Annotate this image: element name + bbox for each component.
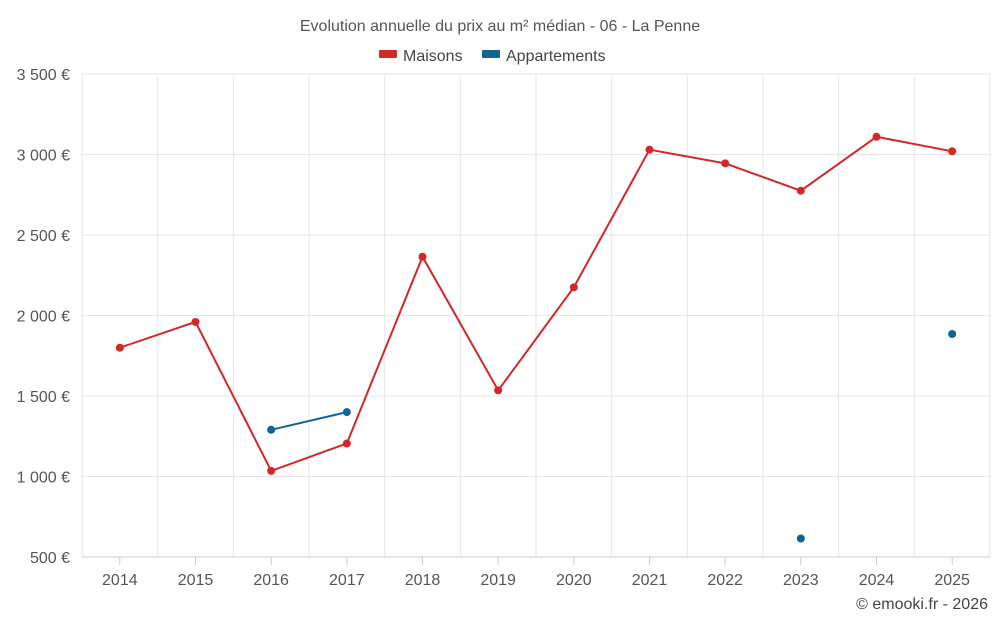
gridlines: [81, 73, 991, 557]
data-point-maisons[interactable]: [191, 317, 200, 326]
x-tick-label: 2020: [556, 572, 592, 589]
series-layer: [115, 132, 957, 543]
legend-label-appartements: Appartements: [506, 48, 606, 65]
data-point-maisons[interactable]: [645, 145, 654, 154]
legend-item-maisons[interactable]: Maisons: [379, 48, 463, 65]
data-point-appartements[interactable]: [948, 330, 957, 339]
data-point-appartements[interactable]: [796, 534, 805, 543]
data-point-appartements[interactable]: [342, 408, 351, 417]
x-tick-label: 2017: [329, 572, 365, 589]
x-tick-label: 2024: [859, 572, 895, 589]
y-tick-label: 3 500 €: [17, 67, 70, 84]
series-line-appartements: [270, 411, 348, 431]
data-point-maisons[interactable]: [796, 186, 805, 195]
data-point-maisons[interactable]: [418, 252, 427, 261]
y-tick-label: 3 000 €: [17, 148, 70, 165]
x-tick-label: 2018: [405, 572, 441, 589]
data-point-maisons[interactable]: [115, 343, 124, 352]
data-point-maisons[interactable]: [872, 132, 881, 141]
y-tick-label: 2 500 €: [17, 228, 70, 245]
x-tick-label: 2019: [480, 572, 516, 589]
chart-title: Evolution annuelle du prix au m² médian …: [300, 18, 700, 35]
x-tick-label: 2022: [707, 572, 743, 589]
y-axis: 500 € 1 000 € 1 500 € 2 000 € 2 500 € 3 000 €…: [17, 67, 70, 567]
x-tick-label: 2014: [102, 572, 138, 589]
legend-swatch-appartements: [482, 50, 500, 58]
x-tick-label: 2015: [178, 572, 214, 589]
legend-item-appartements[interactable]: Appartements: [482, 48, 606, 65]
data-point-maisons[interactable]: [494, 386, 503, 395]
legend: Maisons Appartements: [379, 48, 606, 65]
data-point-maisons[interactable]: [721, 159, 730, 168]
x-tick-label: 2021: [632, 572, 668, 589]
series-line-maisons: [119, 135, 953, 473]
data-point-maisons[interactable]: [948, 147, 957, 156]
y-tick-label: 500 €: [30, 550, 70, 567]
legend-label-maisons: Maisons: [403, 48, 463, 65]
data-point-maisons[interactable]: [342, 439, 351, 448]
y-tick-label: 1 500 €: [17, 389, 70, 406]
data-point-appartements[interactable]: [267, 425, 276, 434]
data-point-maisons[interactable]: [267, 466, 276, 475]
x-tick-label: 2016: [253, 572, 289, 589]
data-point-maisons[interactable]: [569, 283, 578, 292]
x-tick-label: 2023: [783, 572, 819, 589]
x-axis: 2014 2015 2016 2017 2018 2019 2020 2021 2022 2023…: [82, 556, 990, 589]
credit-text: © emooki.fr - 2026: [856, 596, 988, 613]
y-tick-label: 1 000 €: [17, 470, 70, 487]
x-tick-label: 2025: [934, 572, 970, 589]
y-tick-label: 2 000 €: [17, 309, 70, 326]
legend-swatch-maisons: [379, 50, 397, 58]
